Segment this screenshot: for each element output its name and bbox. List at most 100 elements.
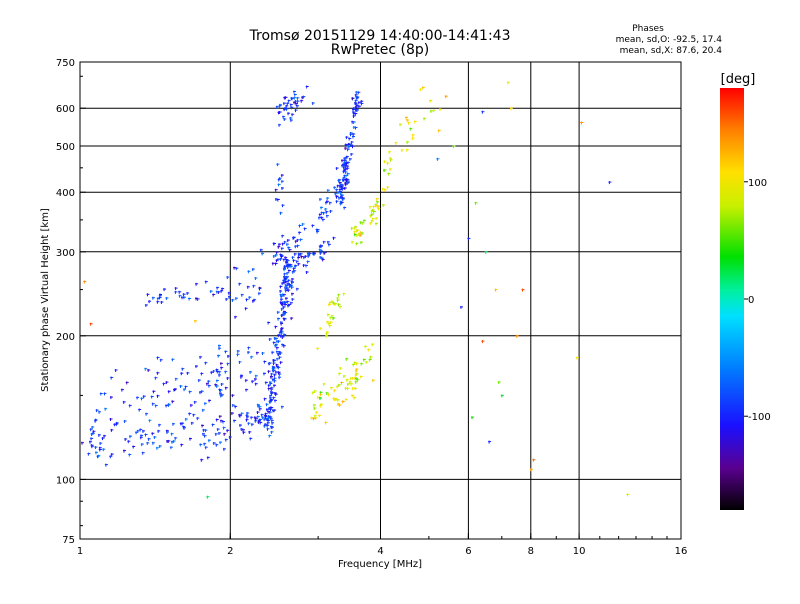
data-point (271, 351, 273, 355)
data-point (627, 493, 628, 497)
data-point (287, 279, 289, 283)
data-point (399, 123, 401, 127)
data-point (277, 245, 279, 249)
data-point (281, 180, 283, 184)
data-point (359, 221, 361, 225)
data-point (142, 429, 144, 433)
data-point (341, 381, 342, 385)
colorbar-ticks: 100 0 -100 (744, 178, 771, 423)
data-point (279, 285, 281, 289)
data-point (326, 197, 328, 201)
data-point (276, 105, 278, 109)
data-point (124, 438, 126, 441)
data-point (215, 443, 217, 447)
data-point (278, 373, 280, 377)
data-point (219, 388, 220, 392)
y-tick-label: 750 (56, 58, 75, 69)
data-point (343, 206, 345, 210)
data-point (329, 201, 331, 205)
data-point (123, 400, 125, 404)
data-point (94, 419, 96, 423)
data-point (199, 391, 201, 395)
y-tick-label: 75 (62, 535, 75, 546)
data-point (345, 387, 346, 391)
data-point (423, 117, 425, 121)
data-point (346, 167, 348, 171)
data-point (289, 248, 291, 252)
data-point (90, 322, 92, 326)
data-point (532, 458, 534, 462)
data-point (272, 378, 274, 382)
data-point (438, 129, 440, 133)
data-point (247, 351, 249, 355)
data-point (356, 96, 358, 99)
data-point (143, 395, 145, 399)
data-point (225, 386, 227, 390)
data-point (248, 296, 250, 300)
data-point (247, 270, 249, 274)
data-point (160, 301, 162, 304)
data-point (346, 378, 348, 382)
data-point (129, 435, 131, 439)
data-point (522, 288, 523, 292)
data-point (316, 347, 318, 351)
data-point (274, 325, 276, 329)
data-point (197, 297, 199, 301)
data-point (283, 108, 285, 112)
data-point (264, 423, 266, 427)
data-point (111, 453, 113, 457)
data-point (276, 340, 278, 344)
data-point (276, 346, 278, 350)
data-point (342, 178, 344, 182)
data-point (372, 379, 374, 383)
data-point (320, 250, 322, 253)
data-point (259, 421, 261, 425)
data-point (293, 101, 295, 105)
data-point (96, 409, 98, 413)
data-point (281, 234, 283, 238)
data-point (249, 370, 251, 374)
data-point (279, 352, 281, 355)
data-point (275, 254, 277, 257)
data-point (326, 331, 328, 335)
colorbar-label: [deg] (721, 72, 756, 87)
data-point (263, 360, 265, 364)
data-point (268, 362, 270, 366)
data-point (376, 197, 378, 201)
data-point (225, 298, 227, 301)
data-point (292, 270, 294, 274)
data-point (307, 260, 309, 264)
data-point (361, 232, 363, 236)
data-point (290, 103, 292, 107)
data-point (283, 118, 285, 121)
data-point (301, 96, 303, 100)
data-point (269, 338, 271, 341)
data-point (283, 267, 285, 271)
data-point (343, 292, 345, 296)
data-point (361, 221, 363, 225)
data-point (234, 405, 236, 409)
data-point (297, 244, 298, 248)
data-point (382, 187, 384, 191)
data-point (239, 360, 240, 364)
data-point (171, 432, 173, 436)
data-point (278, 353, 280, 357)
data-point (291, 113, 293, 117)
data-point (247, 285, 249, 289)
data-point (253, 298, 255, 302)
data-point (354, 101, 356, 105)
data-point (355, 368, 357, 372)
data-point (272, 367, 274, 371)
data-point (202, 428, 204, 432)
data-point (439, 108, 441, 112)
data-point (280, 293, 281, 297)
data-point (110, 396, 112, 400)
data-point (170, 446, 172, 450)
data-point (287, 112, 289, 116)
x-axis-ticks: 1 2 4 6 8 10 16 (77, 533, 687, 557)
data-point (260, 248, 262, 252)
data-point (241, 412, 243, 416)
data-point (231, 394, 233, 398)
data-point (358, 101, 360, 105)
data-point (338, 196, 340, 200)
